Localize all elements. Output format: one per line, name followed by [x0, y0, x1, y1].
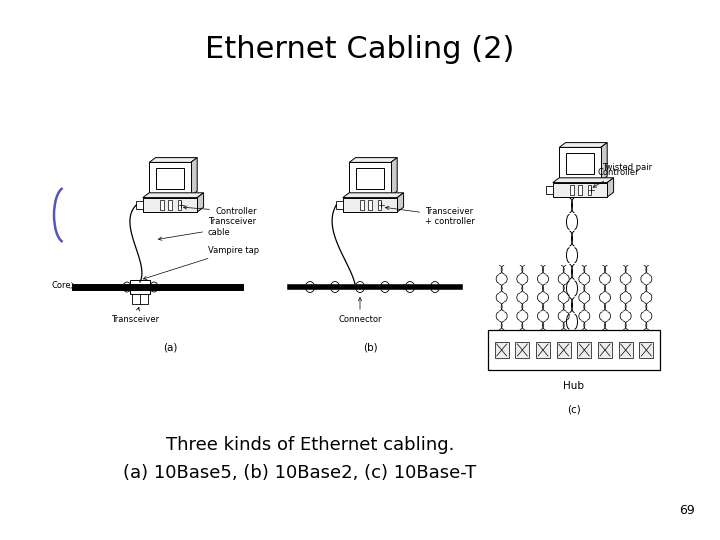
Polygon shape: [397, 193, 404, 212]
Ellipse shape: [150, 282, 158, 292]
Text: Transceiver
+ controller: Transceiver + controller: [385, 206, 475, 226]
Text: Controller: Controller: [184, 206, 256, 216]
Bar: [546, 186, 553, 194]
Ellipse shape: [356, 281, 364, 293]
Bar: [488, 330, 660, 370]
Bar: [578, 185, 582, 194]
Text: Transceiver
cable: Transceiver cable: [158, 218, 256, 240]
Bar: [132, 294, 148, 304]
Text: (c): (c): [567, 405, 581, 415]
Ellipse shape: [305, 281, 315, 293]
Bar: [618, 342, 633, 358]
Bar: [588, 185, 591, 194]
Text: Controller: Controller: [593, 168, 639, 187]
Bar: [570, 185, 574, 194]
Ellipse shape: [405, 281, 415, 293]
Text: Twisted pair: Twisted pair: [602, 163, 652, 172]
Text: Core: Core: [51, 281, 71, 291]
Bar: [566, 153, 595, 174]
Polygon shape: [607, 178, 613, 197]
Bar: [639, 342, 653, 358]
Bar: [156, 168, 184, 189]
Bar: [598, 342, 612, 358]
Ellipse shape: [330, 281, 340, 293]
Bar: [349, 163, 391, 196]
Bar: [149, 163, 191, 196]
Text: Hub: Hub: [564, 381, 585, 391]
Text: (b): (b): [363, 342, 377, 352]
Text: Vampire tap: Vampire tap: [143, 246, 259, 280]
Bar: [369, 200, 372, 210]
Bar: [336, 201, 343, 209]
Text: (a) 10Base5, (b) 10Base2, (c) 10Base-T: (a) 10Base5, (b) 10Base2, (c) 10Base-T: [123, 464, 477, 482]
Polygon shape: [197, 193, 204, 212]
Polygon shape: [600, 143, 607, 181]
Polygon shape: [553, 178, 613, 183]
Bar: [516, 342, 529, 358]
Polygon shape: [343, 193, 404, 198]
Bar: [343, 198, 397, 212]
Bar: [161, 200, 163, 210]
Bar: [361, 200, 364, 210]
Bar: [168, 200, 171, 210]
Polygon shape: [559, 143, 607, 147]
Bar: [143, 198, 197, 212]
Polygon shape: [191, 158, 197, 196]
Bar: [536, 342, 550, 358]
Ellipse shape: [431, 281, 439, 293]
Bar: [378, 200, 381, 210]
Bar: [577, 342, 591, 358]
Ellipse shape: [380, 281, 390, 293]
Bar: [356, 168, 384, 189]
Polygon shape: [149, 158, 197, 163]
Text: Ethernet Cabling (2): Ethernet Cabling (2): [205, 36, 515, 64]
Text: Transceiver: Transceiver: [111, 307, 159, 324]
Ellipse shape: [123, 282, 131, 292]
Bar: [559, 147, 600, 181]
Bar: [557, 342, 571, 358]
Text: 69: 69: [679, 503, 695, 516]
Bar: [136, 201, 143, 209]
Bar: [495, 342, 508, 358]
Text: Three kinds of Ethernet cabling.: Three kinds of Ethernet cabling.: [166, 436, 454, 454]
Bar: [178, 200, 181, 210]
Polygon shape: [391, 158, 397, 196]
Bar: [553, 183, 607, 197]
Text: Connector: Connector: [338, 298, 382, 324]
Polygon shape: [143, 193, 204, 198]
Polygon shape: [349, 158, 397, 163]
Bar: [130, 280, 150, 294]
Text: (a): (a): [163, 342, 177, 352]
